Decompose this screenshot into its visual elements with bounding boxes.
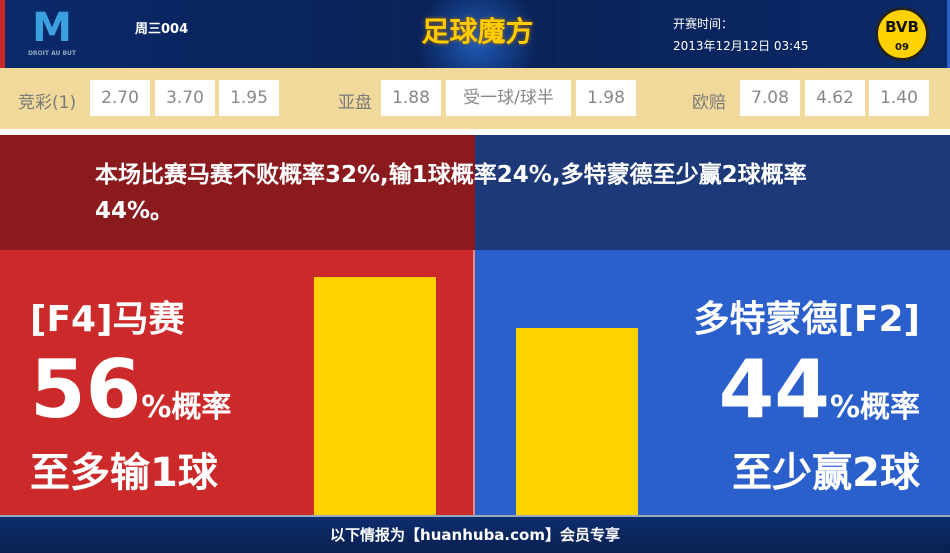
- euro-label: 欧赔: [692, 93, 726, 113]
- euro-odd: 4.62: [805, 80, 865, 116]
- jc-label: 竞彩(1): [18, 93, 77, 113]
- jc-odd: 1.95: [219, 80, 279, 116]
- match-number: 周三004: [135, 22, 189, 37]
- footer-members-link[interactable]: 以下情报为【huanhuba.com】会员专享: [0, 515, 950, 553]
- home-probability-bar: [314, 277, 436, 515]
- jc-odd: 3.70: [155, 80, 215, 116]
- dortmund-logo: BVB 09: [875, 7, 929, 61]
- summary-text: 本场比赛马赛不败概率32%,输1球概率24%,多特蒙德至少赢2球概率44%。: [95, 162, 807, 224]
- header: M DROIT AU BUT 周三004 足球魔方 开赛时间： 2013年12月1…: [0, 0, 950, 68]
- asian-label: 亚盘: [338, 93, 372, 113]
- away-probability: 44%概率: [718, 343, 920, 436]
- home-panel: [F4]马赛 56%概率 至多输1球: [0, 250, 475, 515]
- brand-logo: 足球魔方: [400, 0, 555, 68]
- home-probability: 56%概率: [30, 343, 232, 436]
- away-team-name: 多特蒙德[F2]: [693, 299, 920, 340]
- home-outcome: 至多输1球: [30, 450, 218, 496]
- asian-handicap: 受一球/球半: [446, 80, 571, 116]
- euro-odd: 1.40: [869, 80, 929, 116]
- jc-odd: 2.70: [90, 80, 150, 116]
- asian-odd: 1.98: [576, 80, 636, 116]
- away-probability-bar: [516, 328, 638, 515]
- home-team-name: [F4]马赛: [30, 299, 185, 340]
- kickoff-label: 开赛时间：: [673, 17, 734, 31]
- away-outcome: 至少赢2球: [732, 450, 920, 496]
- odds-bar: 竞彩(1) 2.70 3.70 1.95 亚盘 1.88 受一球/球半 1.98…: [0, 68, 950, 132]
- euro-odd: 7.08: [740, 80, 800, 116]
- away-panel: 多特蒙德[F2] 44%概率 至少赢2球: [475, 250, 950, 515]
- kickoff-time: 2013年12月12日 03:45: [673, 39, 809, 53]
- marseille-logo: M DROIT AU BUT: [27, 5, 77, 57]
- asian-odd: 1.88: [381, 80, 441, 116]
- summary-panel: 本场比赛马赛不败概率32%,输1球概率24%,多特蒙德至少赢2球概率44%。: [0, 135, 950, 250]
